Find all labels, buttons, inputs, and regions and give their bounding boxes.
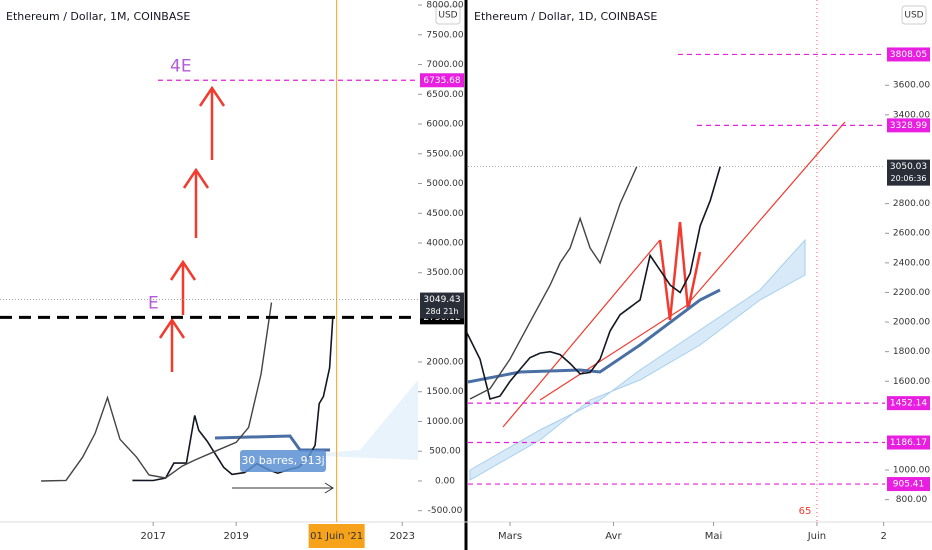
currency-box — [901, 5, 927, 25]
y-tick-label: 5500.00 — [426, 149, 463, 159]
x-tick-label: Juin — [807, 531, 826, 542]
currency: USD — [438, 11, 457, 21]
y-tick-label: 500.00 — [429, 447, 461, 457]
level-label: 3328.99 — [890, 121, 927, 131]
y-tick-label: 1800.00 — [893, 347, 930, 357]
y-tick-label: 3400.00 — [893, 110, 930, 120]
last-price-box — [887, 159, 930, 186]
last-price: 3050.03 — [890, 162, 927, 172]
y-tick-label: -500.00 — [428, 506, 463, 516]
level-name: 4E — [170, 56, 192, 76]
x-tick-label: Mars — [498, 531, 522, 542]
level-label: 6735.68 — [423, 76, 460, 86]
x-tick-label: Avr — [605, 531, 622, 542]
countdown: 20:06:36 — [891, 174, 927, 183]
last-price: 3049.43 — [423, 295, 460, 305]
cloud — [469, 238, 806, 481]
y-tick-label: 6500.00 — [426, 90, 463, 100]
range-note: 30 barres, 913j — [241, 454, 324, 467]
chart-title: Ethereum / Dollar, 1M, COINBASE — [6, 10, 190, 23]
y-tick-label: 2400.00 — [893, 258, 930, 268]
y-tick-label: 0.00 — [435, 476, 455, 486]
y-tick-label: 4000.00 — [426, 239, 463, 249]
channel — [502, 121, 846, 428]
x-tick-label: 2019 — [223, 531, 248, 542]
y-tick-label: 1600.00 — [893, 377, 930, 387]
price-line — [469, 166, 638, 400]
level-box — [420, 73, 464, 88]
base-line — [467, 288, 721, 384]
range-box — [240, 450, 326, 472]
y-tick-label: 5000.00 — [426, 179, 463, 189]
level-label: 3808.05 — [890, 50, 927, 60]
x-highlight — [308, 524, 365, 548]
cloud-left — [300, 380, 418, 460]
chart-title: Ethereum / Dollar, 1D, COINBASE — [474, 10, 657, 23]
y-tick-label: 3600.00 — [893, 81, 930, 91]
y-tick-label: 1000.00 — [426, 417, 463, 427]
level-label: 1452.14 — [890, 399, 927, 409]
range-arrow — [232, 482, 334, 494]
level-box — [887, 47, 930, 62]
y-tick-label: 4500.00 — [426, 209, 463, 219]
last-price-box — [420, 292, 464, 319]
arrows — [158, 85, 226, 372]
price-line — [465, 166, 721, 400]
level-box — [887, 435, 930, 450]
level-name: E — [148, 293, 159, 313]
y-tick-label: 2600.00 — [893, 229, 930, 239]
level-box — [887, 396, 930, 411]
y-tick-label: 1500.00 — [426, 387, 463, 397]
countdown: 28d 21h — [425, 307, 458, 316]
y-tick-label: 2000.00 — [893, 318, 930, 328]
price-line — [41, 302, 273, 482]
price-line — [132, 316, 334, 482]
level-label: 1186.17 — [890, 438, 927, 448]
level-box — [887, 477, 930, 492]
y-tick-label: 2800.00 — [893, 199, 930, 209]
y-tick-label: 1000.00 — [893, 466, 930, 476]
y-tick-label: 2000.00 — [426, 357, 463, 367]
y-tick-label: 7500.00 — [426, 30, 463, 40]
currency-box — [435, 5, 461, 25]
bar-count: 65 — [799, 506, 812, 517]
level-label: 905.41 — [893, 480, 925, 490]
y-tick-label: 3500.00 — [426, 268, 463, 278]
y-tick-label: 800.00 — [896, 495, 928, 505]
x-tick-label: 2023 — [389, 531, 414, 542]
y-tick-label: 2200.00 — [893, 288, 930, 298]
currency: USD — [904, 11, 923, 21]
x-tick-label: 2017 — [140, 531, 165, 542]
y-tick-label: 6000.00 — [426, 120, 463, 130]
x-tick-label: Mai — [705, 531, 723, 542]
x-tick-label: 01 Juin '21 — [310, 531, 363, 542]
x-tick-label: 2 — [880, 531, 886, 542]
y-tick-label: 8000.00 — [426, 1, 463, 11]
level-box — [887, 118, 930, 133]
y-tick-label: 7000.00 — [426, 60, 463, 70]
